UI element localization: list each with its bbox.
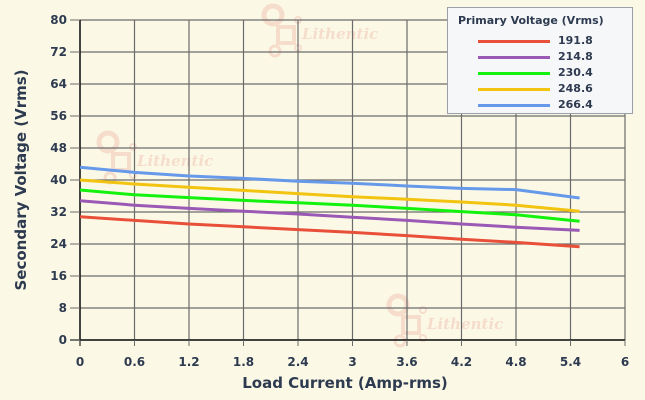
svg-text:2.4: 2.4 <box>287 355 308 369</box>
svg-text:64: 64 <box>50 77 67 91</box>
axes <box>70 20 625 346</box>
svg-text:0: 0 <box>76 355 84 369</box>
legend-label: 214.8 <box>558 50 593 63</box>
svg-text:16: 16 <box>50 269 67 283</box>
svg-text:24: 24 <box>50 237 67 251</box>
svg-text:8: 8 <box>59 301 67 315</box>
legend: Primary Voltage (Vrms) 191.8 214.8 230.4 24… <box>447 7 633 114</box>
legend-swatch <box>478 72 550 75</box>
legend-label: 266.4 <box>558 98 593 111</box>
series-lines <box>79 165 580 249</box>
svg-text:32: 32 <box>50 205 67 219</box>
watermark: Lithentic Lithentic Lithentic <box>96 3 503 348</box>
series-line-266.4 <box>79 165 580 200</box>
svg-text:3: 3 <box>348 355 356 369</box>
svg-text:40: 40 <box>50 173 67 187</box>
y-axis-label: Secondary Voltage (Vrms) <box>12 69 30 290</box>
legend-swatch <box>478 40 550 43</box>
series-line-214.8 <box>79 199 580 232</box>
legend-swatch <box>478 88 550 91</box>
svg-text:Lithentic: Lithentic <box>301 25 378 43</box>
legend-swatch <box>478 56 550 59</box>
svg-text:0: 0 <box>59 333 67 347</box>
series-line-248.6 <box>79 178 580 213</box>
series-line-230.4 <box>79 188 580 223</box>
y-axis-ticks: 0 8 16 24 32 40 48 56 64 72 80 <box>50 13 80 347</box>
svg-text:80: 80 <box>50 13 67 27</box>
legend-swatch <box>478 104 550 107</box>
svg-text:4.2: 4.2 <box>451 355 472 369</box>
legend-label: 230.4 <box>558 66 593 79</box>
svg-text:0.6: 0.6 <box>124 355 145 369</box>
svg-text:Lithentic: Lithentic <box>136 152 213 170</box>
svg-text:4.8: 4.8 <box>505 355 526 369</box>
svg-text:Lithentic: Lithentic <box>426 315 503 333</box>
svg-text:1.8: 1.8 <box>233 355 254 369</box>
legend-title: Primary Voltage (Vrms) <box>458 14 604 27</box>
svg-text:1.2: 1.2 <box>178 355 199 369</box>
legend-label: 191.8 <box>558 34 593 47</box>
svg-text:48: 48 <box>50 141 67 155</box>
svg-text:6: 6 <box>621 355 629 369</box>
series-line-191.8 <box>79 215 580 249</box>
svg-text:3.6: 3.6 <box>396 355 417 369</box>
legend-label: 248.6 <box>558 82 593 95</box>
x-axis-ticks: 0 0.6 1.2 1.8 2.4 3 3.6 4.2 4.8 5.4 6 <box>76 340 629 369</box>
svg-text:5.4: 5.4 <box>560 355 581 369</box>
svg-text:56: 56 <box>50 109 67 123</box>
x-axis-label: Load Current (Amp-rms) <box>242 374 448 392</box>
svg-text:72: 72 <box>50 45 67 59</box>
